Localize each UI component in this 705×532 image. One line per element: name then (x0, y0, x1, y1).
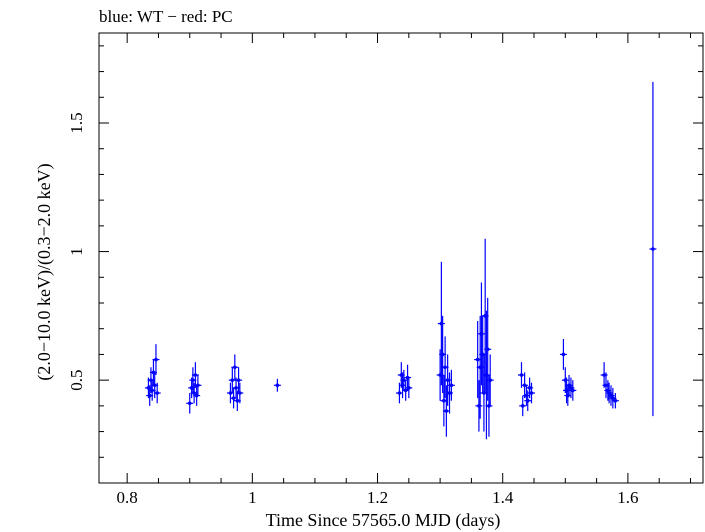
point-marker (567, 383, 571, 388)
data-point (524, 390, 532, 411)
point-marker (275, 383, 280, 388)
data-point (442, 385, 450, 437)
x-axis-label: Time Since 57565.0 MJD (days) (266, 510, 501, 531)
y-axis-label: (2.0−10.0 keV)/(0.3−2.0 keV) (34, 163, 55, 380)
point-marker (445, 378, 450, 382)
chart-title: blue: WT − red: PC (99, 7, 233, 26)
data-point (517, 362, 525, 388)
data-point (151, 372, 159, 399)
data-point (607, 385, 615, 406)
point-marker (147, 393, 152, 398)
data-point (273, 378, 281, 392)
point-marker (527, 386, 532, 390)
point-marker (187, 401, 192, 406)
data-point (559, 339, 567, 370)
point-marker (488, 378, 492, 382)
data-point (232, 377, 240, 399)
point-marker (485, 347, 490, 352)
data-point (402, 380, 410, 401)
point-marker (196, 383, 200, 388)
point-marker (150, 388, 155, 393)
point-marker (607, 391, 611, 395)
point-marker (238, 391, 242, 395)
point-marker (522, 383, 527, 388)
point-marker (233, 365, 237, 370)
y-tick-label: 0.5 (67, 370, 86, 391)
point-marker (152, 383, 157, 388)
data-point (528, 382, 536, 404)
point-marker (449, 383, 454, 388)
data-point (395, 382, 403, 404)
point-marker (613, 398, 618, 403)
data-point (484, 297, 492, 401)
point-marker (444, 409, 449, 413)
point-marker (520, 404, 525, 408)
point-marker (443, 365, 447, 370)
x-tick-label: 0.8 (117, 488, 138, 507)
point-marker (602, 373, 606, 377)
point-marker (236, 378, 241, 382)
point-marker (442, 398, 446, 403)
point-marker (403, 388, 408, 393)
data-point (235, 367, 243, 393)
data-point (405, 377, 413, 399)
data-point (519, 395, 527, 417)
point-marker (571, 388, 575, 393)
point-marker (447, 391, 452, 395)
point-marker (407, 386, 411, 390)
data-point (569, 380, 577, 401)
series-wt (144, 81, 657, 440)
point-marker (397, 391, 402, 395)
point-marker (193, 373, 198, 377)
point-marker (440, 352, 445, 357)
data-point (153, 382, 161, 404)
point-marker (234, 386, 238, 390)
data-point (231, 354, 239, 381)
data-point (486, 354, 494, 406)
point-marker (609, 393, 613, 398)
plot-frame (98, 32, 704, 484)
point-marker (191, 378, 195, 382)
data-point (609, 387, 617, 409)
data-point (152, 344, 160, 375)
data-point (194, 375, 202, 396)
data-point (485, 375, 493, 437)
x-axis: 0.8 1 1.2 1.4 1.6 (117, 33, 691, 507)
point-marker (230, 378, 235, 382)
y-axis: 0.5 1 1.5 (67, 45, 703, 484)
point-marker (525, 398, 530, 403)
point-marker (569, 386, 573, 390)
point-marker (561, 352, 566, 357)
x-tick-label: 1.4 (492, 488, 514, 507)
x-tick-label: 1 (248, 488, 257, 507)
point-marker (231, 396, 236, 400)
point-marker (651, 247, 655, 251)
point-marker (192, 391, 196, 395)
point-marker (604, 383, 608, 388)
data-point (649, 81, 657, 417)
x-tick-label: 1.6 (617, 488, 638, 507)
point-marker (611, 396, 615, 400)
y-tick-label: 1 (67, 247, 86, 256)
data-point (447, 369, 455, 401)
point-marker (235, 398, 240, 403)
data-point (611, 393, 619, 409)
data-point (236, 382, 244, 404)
point-marker (519, 373, 524, 377)
point-marker (402, 378, 406, 382)
point-marker (475, 357, 480, 362)
data-point (475, 380, 483, 432)
data-point (193, 385, 201, 406)
point-marker (529, 391, 534, 395)
point-marker (228, 391, 233, 395)
data-point (230, 387, 238, 409)
data-point (186, 393, 194, 414)
point-marker (154, 357, 158, 362)
x-tick-label: 1.2 (367, 488, 388, 507)
point-marker (155, 391, 160, 395)
y-tick-label: 1.5 (67, 112, 86, 133)
